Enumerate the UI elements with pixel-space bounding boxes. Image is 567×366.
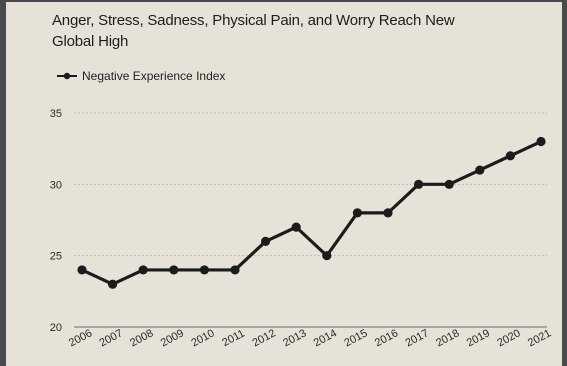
data-point	[230, 265, 240, 275]
data-point	[505, 151, 515, 161]
legend-marker-icon	[57, 72, 77, 80]
x-tick-label: 2009	[159, 327, 186, 349]
legend: Negative Experience Index	[56, 68, 225, 84]
x-tick-label: 2008	[128, 327, 155, 349]
x-tick-label: 2012	[251, 327, 278, 349]
data-point	[475, 165, 485, 175]
x-tick-label: 2007	[98, 327, 125, 349]
line-chart: 20 25 30 35 2006 2007 2008 2009 2010 2011 2012 2013…	[50, 108, 553, 350]
data-point	[536, 136, 546, 147]
x-tick-label: 2011	[220, 328, 247, 350]
x-tick-label: 2018	[434, 327, 461, 349]
data-point	[169, 265, 179, 275]
chart-title: Anger, Stress, Sadness, Physical Pain, a…	[52, 12, 455, 50]
x-tick-label: 2014	[312, 327, 339, 349]
data-point	[261, 236, 271, 246]
y-tick-label: 20	[50, 322, 62, 334]
x-tick-label: 2006	[67, 327, 94, 349]
x-tick-label: 2016	[373, 327, 400, 349]
data-point	[77, 265, 87, 275]
x-tick-label: 2010	[189, 327, 216, 349]
x-tick-label: 2020	[495, 327, 522, 349]
x-tick-label: 2017	[404, 327, 431, 349]
x-tick-label: 2013	[281, 327, 308, 349]
series-line	[81, 140, 542, 286]
data-point	[199, 265, 209, 275]
x-tick-label: 2019	[465, 327, 492, 349]
data-point	[414, 179, 424, 189]
data-point	[352, 208, 362, 218]
y-tick-label: 35	[50, 108, 62, 120]
x-tick-label: 2015	[342, 327, 369, 349]
data-point	[291, 222, 301, 232]
data-point	[108, 279, 118, 289]
chart-page: Anger, Stress, Sadness, Physical Pain, a…	[6, 2, 562, 366]
data-point	[138, 265, 148, 275]
y-tick-label: 30	[50, 179, 62, 191]
legend-label: Negative Experience Index	[82, 69, 226, 83]
x-tick-label: 2021	[526, 327, 553, 349]
y-tick-label: 25	[50, 251, 62, 263]
data-point	[444, 179, 454, 189]
data-point	[383, 208, 393, 218]
data-point	[322, 251, 332, 261]
